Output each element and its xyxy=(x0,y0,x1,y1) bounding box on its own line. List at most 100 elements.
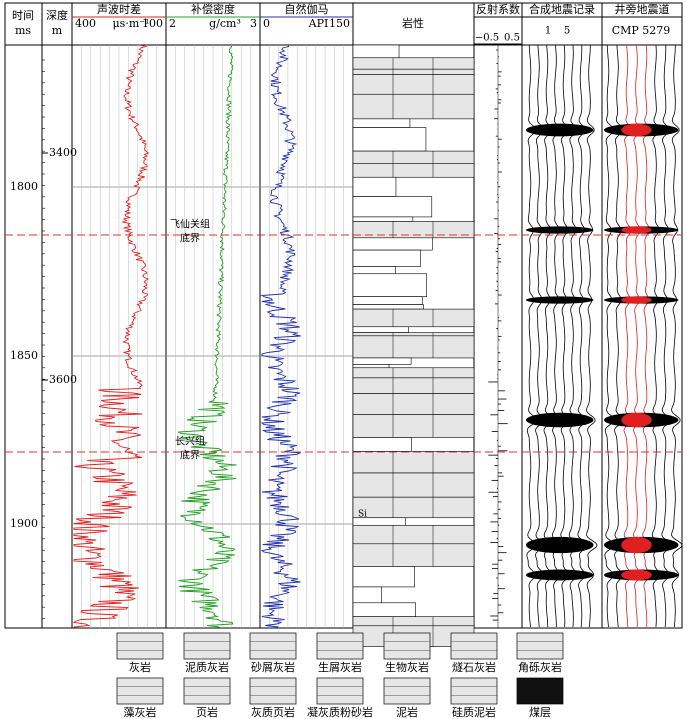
seismic-trace xyxy=(671,45,683,628)
legend-label: 页岩 xyxy=(196,705,218,719)
boundary-label: 飞仙关组 xyxy=(170,218,210,231)
legend-label: 生屑灰岩 xyxy=(318,660,362,674)
header-text: 2 xyxy=(169,17,176,30)
header-text: 5 xyxy=(564,26,570,37)
lithology-bed xyxy=(352,616,475,627)
legend-swatch xyxy=(183,677,231,705)
lithology-bed xyxy=(352,524,475,545)
legend-swatch xyxy=(116,677,164,705)
legend-label: 砂屑灰岩 xyxy=(251,660,295,674)
seismic-event-red xyxy=(621,226,652,234)
legend-label: 燧石灰岩 xyxy=(452,660,496,674)
header-text: 3 xyxy=(250,17,257,30)
seismic-event xyxy=(526,412,594,428)
time-tick-label: 1900 xyxy=(10,517,38,530)
lithology-bed xyxy=(352,332,475,337)
lithology-bed xyxy=(352,68,475,75)
header-text: 补偿密度 xyxy=(191,2,235,16)
seismic-trace xyxy=(651,44,663,628)
header-text: 反射系数 xyxy=(476,2,520,16)
legend-swatch xyxy=(183,632,231,660)
header-text: 0.5 xyxy=(504,33,520,44)
header-text: 400 xyxy=(75,17,96,30)
log-curve xyxy=(178,44,237,628)
header-text: 1 xyxy=(545,26,551,37)
seismic-event xyxy=(526,226,594,234)
legend-swatch xyxy=(516,677,564,705)
legend-label: 生物灰岩 xyxy=(385,660,429,674)
seismic-trace xyxy=(568,44,580,628)
legend-label: 藻灰岩 xyxy=(124,705,157,719)
lithology-marker: Si xyxy=(358,510,367,520)
lithology-bed xyxy=(352,216,414,222)
time-tick-label: 1850 xyxy=(10,349,38,362)
lithology-bed xyxy=(352,472,475,498)
legend-swatch xyxy=(450,632,498,660)
legend-swatch xyxy=(116,632,164,660)
legend-label: 灰岩 xyxy=(129,660,151,674)
legend-label: 泥质灰岩 xyxy=(185,660,229,674)
lithology-bed xyxy=(352,237,433,251)
header-text: ms xyxy=(15,24,31,37)
lithology-bed xyxy=(352,150,475,164)
lithology-bed xyxy=(352,44,400,59)
seismic-trace xyxy=(642,44,654,627)
seismic-event xyxy=(526,569,594,581)
lithology-bed xyxy=(352,367,475,379)
lithology-bed xyxy=(352,176,397,197)
seismic-trace xyxy=(535,44,546,628)
header-text: −0.5 xyxy=(475,33,499,44)
legend-swatch xyxy=(383,677,431,705)
header-text: 合成地震记录 xyxy=(529,2,595,16)
seismic-event-red xyxy=(621,536,652,554)
log-curve xyxy=(260,44,301,628)
lithology-bed xyxy=(352,437,412,452)
seismic-trace xyxy=(623,44,634,628)
lithology-bed xyxy=(352,566,415,588)
header-text: 井旁地震道 xyxy=(615,2,670,16)
seismic-event-red xyxy=(621,412,652,428)
legend-swatch xyxy=(316,632,364,660)
seismic-event-red xyxy=(621,569,652,581)
seismic-event-red xyxy=(621,296,652,304)
seismic-trace xyxy=(526,44,538,628)
boundary-label: 底界 xyxy=(180,449,200,462)
depth-tick-label: 3400 xyxy=(49,146,77,159)
legend-swatch xyxy=(249,677,297,705)
header-text: 声波时差 xyxy=(97,2,141,16)
legend-swatch xyxy=(383,632,431,660)
header-text: 深度 xyxy=(46,8,68,22)
header-text: 自然伽马 xyxy=(285,2,329,16)
lithology-bed xyxy=(352,357,412,365)
lithology-bed xyxy=(352,326,409,333)
legend-label: 煤层 xyxy=(529,706,551,719)
boundary-label: 底界 xyxy=(180,232,200,245)
legend-swatch xyxy=(249,632,297,660)
legend-label: 凝灰质粉砂岩 xyxy=(307,705,373,719)
lithology-bed xyxy=(352,496,475,519)
legend-swatch xyxy=(516,632,564,660)
lithology-bed xyxy=(352,586,382,604)
legend-swatch xyxy=(450,677,498,705)
header-text: m xyxy=(52,24,63,37)
seismic-event-red xyxy=(621,123,652,137)
lithology-bed xyxy=(352,196,433,218)
lithology-bed xyxy=(352,364,390,369)
lithology-bed xyxy=(352,414,475,438)
lithology-bed xyxy=(352,393,475,415)
header-text: 150 xyxy=(329,17,350,30)
lithology-bed xyxy=(352,266,396,275)
seismic-event xyxy=(526,536,594,554)
lithology-bed xyxy=(352,163,475,178)
header-text: 岩性 xyxy=(402,16,424,30)
legend-label: 硅质泥岩 xyxy=(452,705,496,719)
header-text: 100 xyxy=(142,17,163,30)
log-curve xyxy=(72,44,150,628)
seismic-trace xyxy=(614,44,625,628)
header-text: μs·m⁻¹ xyxy=(113,17,150,30)
header-text: API xyxy=(308,17,329,30)
legend-label: 灰质页岩 xyxy=(251,705,295,719)
time-tick-label: 1800 xyxy=(10,180,38,193)
lithology-bed xyxy=(352,377,475,394)
